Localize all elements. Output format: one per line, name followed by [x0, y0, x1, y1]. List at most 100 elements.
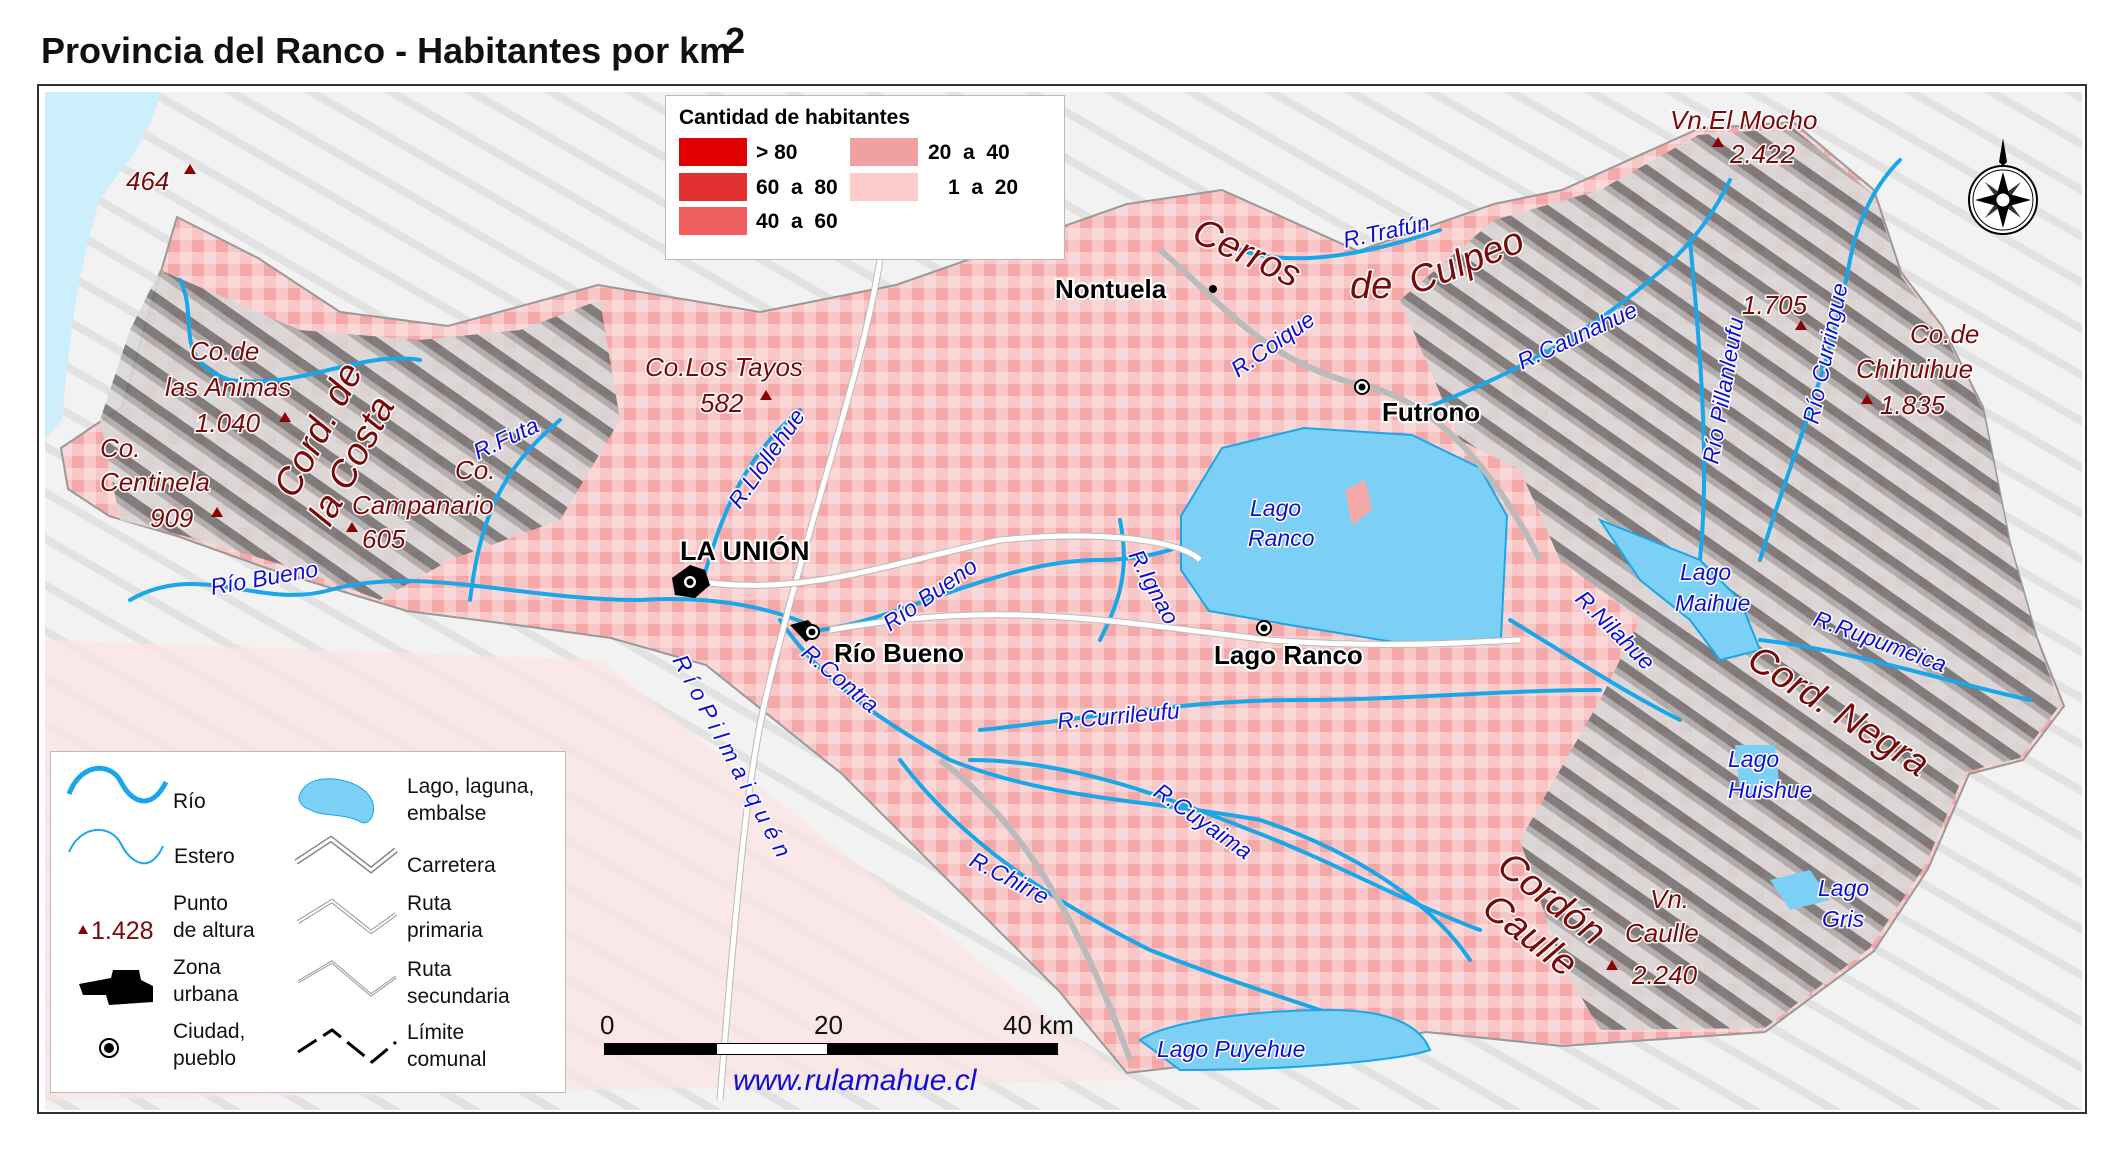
label-lake-huishue-2: Huishue	[1728, 777, 1812, 803]
legend-altura-1: Punto	[173, 892, 228, 915]
ocean	[45, 92, 160, 440]
legend-lago-1: Lago, laguna,	[407, 775, 535, 798]
swatch-label-40-60: 40 a 60	[756, 210, 838, 233]
scale-segment-2	[716, 1043, 828, 1055]
legend-limite-1: Límite	[407, 1021, 465, 1044]
scale-bar: 0 20 40 km	[600, 1010, 1080, 1070]
peak-markers	[184, 137, 1873, 970]
road-puyehue	[938, 757, 1133, 1062]
credit-link[interactable]: www.rulamahue.cl	[733, 1064, 977, 1097]
legend-altura-2: de altura	[173, 919, 255, 942]
legend-ciudad-1: Ciudad,	[173, 1020, 246, 1043]
road-ranco-south-inner	[829, 612, 1521, 647]
swatch-20-40	[850, 138, 918, 166]
label-lake-ranco-2: Ranco	[1248, 525, 1315, 551]
map-frame	[37, 84, 2087, 1114]
river-rupumeica	[1758, 638, 2032, 702]
highway-symbol-icon	[294, 835, 398, 874]
legend-urbana-1: Zona	[173, 956, 221, 979]
island	[1345, 480, 1372, 525]
label-peak-1705: 1.705	[1742, 290, 1808, 320]
label-lake-huishue-1: Lago	[1728, 746, 1779, 772]
density-legend: Cantidad de habitantes > 80 60 a 80 40 a…	[665, 95, 1065, 260]
legend-altura-sample: 1.428	[91, 917, 154, 945]
map-title: Provincia del Ranco - Habitantes por km2	[41, 20, 745, 72]
peak-triangle-icon	[184, 164, 196, 174]
river-trafun	[1238, 228, 1442, 261]
label-animas-2: las Animas	[165, 372, 291, 402]
river-llollehue	[698, 408, 802, 592]
river-coastal	[178, 278, 422, 384]
label-animas-1: Co.de	[190, 336, 259, 366]
swatch-label-1-20: 1 a 20	[948, 176, 1019, 199]
legend-limite-2: comunal	[407, 1048, 487, 1071]
swatch-label-gt80: > 80	[756, 141, 798, 164]
river-symbol-icon	[66, 765, 169, 804]
label-campanario-h: 605	[362, 524, 406, 554]
city-dot-nontuela[interactable]	[1209, 285, 1217, 293]
swatch-label-60-80: 60 a 80	[756, 176, 838, 199]
label-chihuihue-h: 1.835	[1880, 390, 1946, 420]
peak-triangle-icon	[1795, 320, 1807, 330]
river-nilahue	[1508, 618, 1682, 722]
label-peak-464: 464	[126, 166, 169, 196]
peak-triangle-icon	[279, 412, 291, 422]
river-cuyaima	[968, 758, 1482, 932]
symbol-legend-icons	[66, 765, 398, 1064]
legend-rio: Río	[173, 790, 206, 813]
road-la-union-ranco-inner	[689, 533, 1202, 588]
river-pillanleufu	[1688, 238, 1707, 562]
label-mocho-h: 2.422	[1729, 139, 1796, 169]
label-chihuihue-1: Co.de	[1910, 319, 1979, 349]
label-lake-ranco-1: Lago	[1250, 495, 1301, 521]
rivers	[128, 158, 2032, 1042]
scale-label-20: 20	[814, 1010, 843, 1040]
city-labels: LA UNIÓN Río Bueno Lago Ranco Futrono No…	[678, 272, 1482, 672]
lake-gris	[1770, 870, 1830, 910]
legend-secundaria-1: Ruta	[407, 958, 452, 981]
lake-symbol-icon	[298, 778, 375, 824]
label-caulle-h: 2.240	[1631, 960, 1698, 990]
stream-symbol-icon	[68, 829, 164, 865]
label-chihuihue-2: Chihuihue	[1856, 354, 1973, 384]
swatch-label-20-40: 20 a 40	[928, 141, 1010, 164]
peak-triangle-icon	[1712, 137, 1724, 147]
legend-secundaria-2: secundaria	[407, 985, 510, 1008]
primary-road-symbol-icon	[296, 898, 398, 935]
scale-label-0: 0	[600, 1010, 615, 1040]
swatch-40-60	[679, 207, 747, 235]
map-title-superscript: 2	[725, 20, 746, 61]
scale-segment-3	[828, 1043, 1058, 1055]
compass-rose-icon	[1968, 138, 2038, 235]
label-caulle-1: Vn.	[1650, 884, 1689, 914]
label-lake-gris-2: Gris	[1822, 906, 1865, 932]
boundary-symbol-icon	[297, 1028, 397, 1064]
peak-triangle-icon	[1606, 960, 1618, 970]
legend-primaria-1: Ruta	[407, 892, 452, 915]
scale-segment-1	[604, 1043, 716, 1055]
label-lago-ranco[interactable]: Lago Ranco	[1212, 638, 1365, 672]
map-canvas[interactable]: 464 Co.de las Animas 1.040 Co. Centinela…	[45, 92, 2082, 1110]
label-lake-maihue-2: Maihue	[1675, 590, 1750, 616]
lake-ranco	[1180, 426, 1509, 647]
peak-triangle-icon	[211, 507, 223, 517]
label-lake-gris-1: Lago	[1818, 875, 1869, 901]
label-centinela-1: Co.	[100, 433, 140, 463]
label-futrono[interactable]: Futrono	[1380, 395, 1482, 429]
label-tayos-h: 582	[700, 388, 744, 418]
label-lake-maihue-1: Lago	[1680, 559, 1731, 585]
swatch-gt80	[679, 138, 747, 166]
swatch-1-20	[850, 173, 918, 201]
label-rio-bueno[interactable]: Río Bueno	[832, 636, 966, 670]
label-mocho: Vn.El Mocho	[1670, 105, 1817, 135]
label-nontuela[interactable]: Nontuela	[1053, 272, 1169, 306]
label-campanario-1: Co.	[455, 455, 495, 485]
label-la-union[interactable]: LA UNIÓN	[678, 533, 812, 568]
legend-lago-2: embalse	[407, 802, 487, 825]
label-tayos: Co.Los Tayos	[645, 352, 803, 382]
swatch-60-80	[679, 173, 747, 201]
peak-triangle-icon	[760, 390, 772, 400]
label-centinela-h: 909	[150, 503, 193, 533]
river-caunahue	[1418, 178, 1732, 412]
legend-urbana-2: urbana	[173, 983, 239, 1006]
